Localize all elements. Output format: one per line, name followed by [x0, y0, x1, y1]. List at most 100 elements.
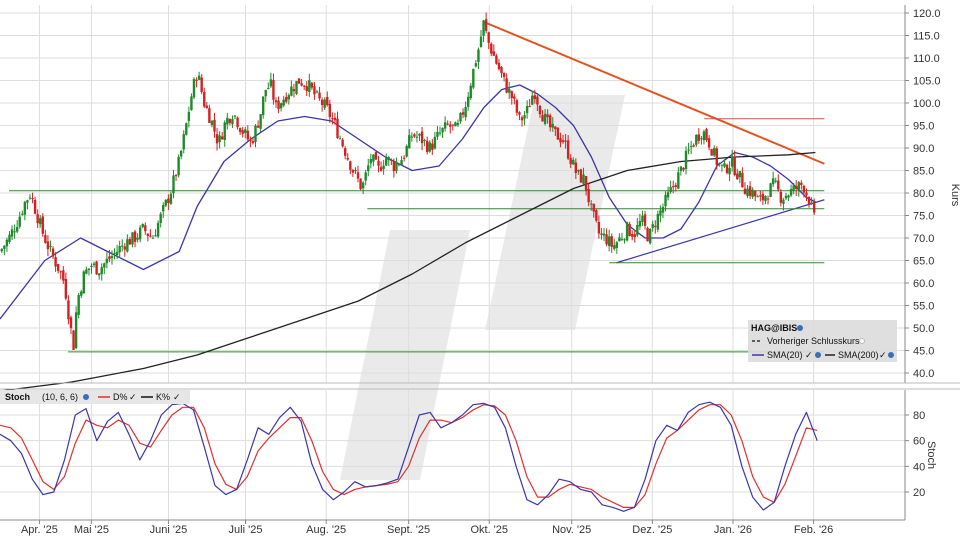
candle-body — [205, 105, 209, 109]
candle-body — [677, 172, 680, 189]
candle-body — [551, 123, 554, 128]
stoch-title: Stoch — [5, 392, 30, 402]
candle-body — [438, 132, 442, 134]
candle-body — [623, 239, 626, 241]
candle-body — [651, 224, 654, 229]
candle-body — [41, 216, 44, 234]
info-icon[interactable] — [83, 394, 89, 400]
candle-body — [338, 138, 342, 140]
candle-body — [615, 242, 619, 248]
price-tick-label: 40.0 — [913, 368, 934, 380]
candle-body — [151, 237, 155, 239]
candle-body — [5, 239, 9, 247]
price-tick-label: 90.0 — [913, 143, 934, 155]
candle-body — [251, 141, 255, 144]
candle-body — [554, 126, 557, 130]
candle-body — [633, 234, 636, 238]
info-icon[interactable] — [797, 325, 803, 331]
candle-body — [310, 82, 314, 88]
candle-body — [115, 251, 119, 256]
candle-body — [812, 201, 816, 213]
candle-body — [474, 63, 478, 67]
candle-body — [461, 112, 465, 115]
candle-body — [246, 130, 250, 140]
candle-body — [400, 160, 403, 166]
info-icon[interactable] — [815, 352, 821, 358]
candle-body — [759, 195, 762, 197]
x-tick-label: Aug. '25 — [306, 524, 346, 536]
price-tick-label: 65.0 — [913, 256, 934, 268]
trend-line — [616, 199, 825, 264]
candle-body — [659, 210, 662, 216]
axes: 120.0 115.0 110.0 105.0 100.0 95.0 90.0 85.0 80.… — [0, 5, 960, 536]
candle-body — [584, 176, 588, 191]
candle-body — [318, 92, 321, 99]
x-tick-label: Mai '25 — [74, 524, 109, 536]
candle-body — [128, 239, 132, 245]
candle-body — [672, 186, 675, 188]
candle-body — [674, 185, 677, 187]
candle-body — [713, 148, 716, 156]
candle-body — [336, 118, 339, 139]
candle-body — [718, 163, 721, 165]
sma-line-sma200 — [0, 151, 816, 392]
candle-body — [495, 55, 498, 64]
candle-body — [497, 62, 501, 70]
candle-body — [323, 99, 326, 108]
x-tick-label: Apr. '25 — [21, 524, 58, 536]
candle-body — [56, 264, 60, 271]
check-icon[interactable]: ✓ — [129, 392, 137, 402]
candle-body — [146, 233, 150, 236]
candle-body — [466, 96, 470, 107]
candle-body — [95, 261, 98, 275]
candle-body — [54, 257, 57, 267]
toggle-dot-icon[interactable] — [859, 338, 865, 344]
candle-body — [195, 79, 198, 81]
info-icon[interactable] — [888, 352, 894, 358]
candle-body — [736, 173, 739, 180]
candle-body — [26, 200, 29, 203]
candle-body — [254, 125, 257, 142]
check-icon[interactable]: ✓ — [805, 350, 813, 360]
candle-body — [600, 233, 603, 235]
candle-body — [92, 263, 96, 266]
candle-body — [392, 161, 396, 172]
check-icon[interactable]: ✓ — [879, 350, 887, 360]
candle-body — [751, 189, 754, 197]
candle-body — [103, 263, 106, 268]
candle-body — [295, 81, 298, 94]
candle-body — [654, 225, 657, 227]
candle-body — [774, 180, 777, 182]
candle-body — [792, 185, 795, 192]
x-tick-label: Juli '25 — [229, 524, 263, 536]
candle-body — [482, 20, 485, 36]
candle-body — [346, 157, 349, 160]
candle-body — [264, 89, 267, 97]
candle-body — [72, 330, 75, 350]
candle-body — [62, 270, 65, 281]
candle-body — [356, 172, 360, 179]
candle-body — [282, 99, 285, 106]
candle-body — [538, 106, 542, 115]
price-tick-label: 55.0 — [913, 301, 934, 313]
candle-body — [572, 159, 575, 165]
stoch-line-k — [0, 401, 818, 512]
candle-body — [308, 80, 311, 93]
candle-body — [787, 195, 790, 198]
candle-body — [720, 164, 724, 166]
candle-body — [169, 193, 173, 204]
stoch-legend[interactable]: Stoch (10, 6, 6) D% ✓ K% ✓ — [0, 390, 190, 404]
candle-body — [810, 202, 813, 204]
check-icon[interactable]: ✓ — [173, 392, 181, 402]
price-legend[interactable]: HAG@IBIS Vorheriger Schlusskurs SMA(20) … — [748, 320, 897, 362]
candle-body — [390, 159, 393, 161]
candle-body — [226, 117, 229, 125]
candle-body — [684, 150, 688, 170]
candle-body — [577, 169, 580, 172]
candle-body — [441, 128, 444, 133]
candle-body — [705, 129, 708, 141]
price-tick-label: 120.0 — [913, 8, 941, 20]
candle-body — [100, 267, 103, 275]
candle-body — [648, 228, 652, 244]
candle-body — [656, 213, 660, 230]
